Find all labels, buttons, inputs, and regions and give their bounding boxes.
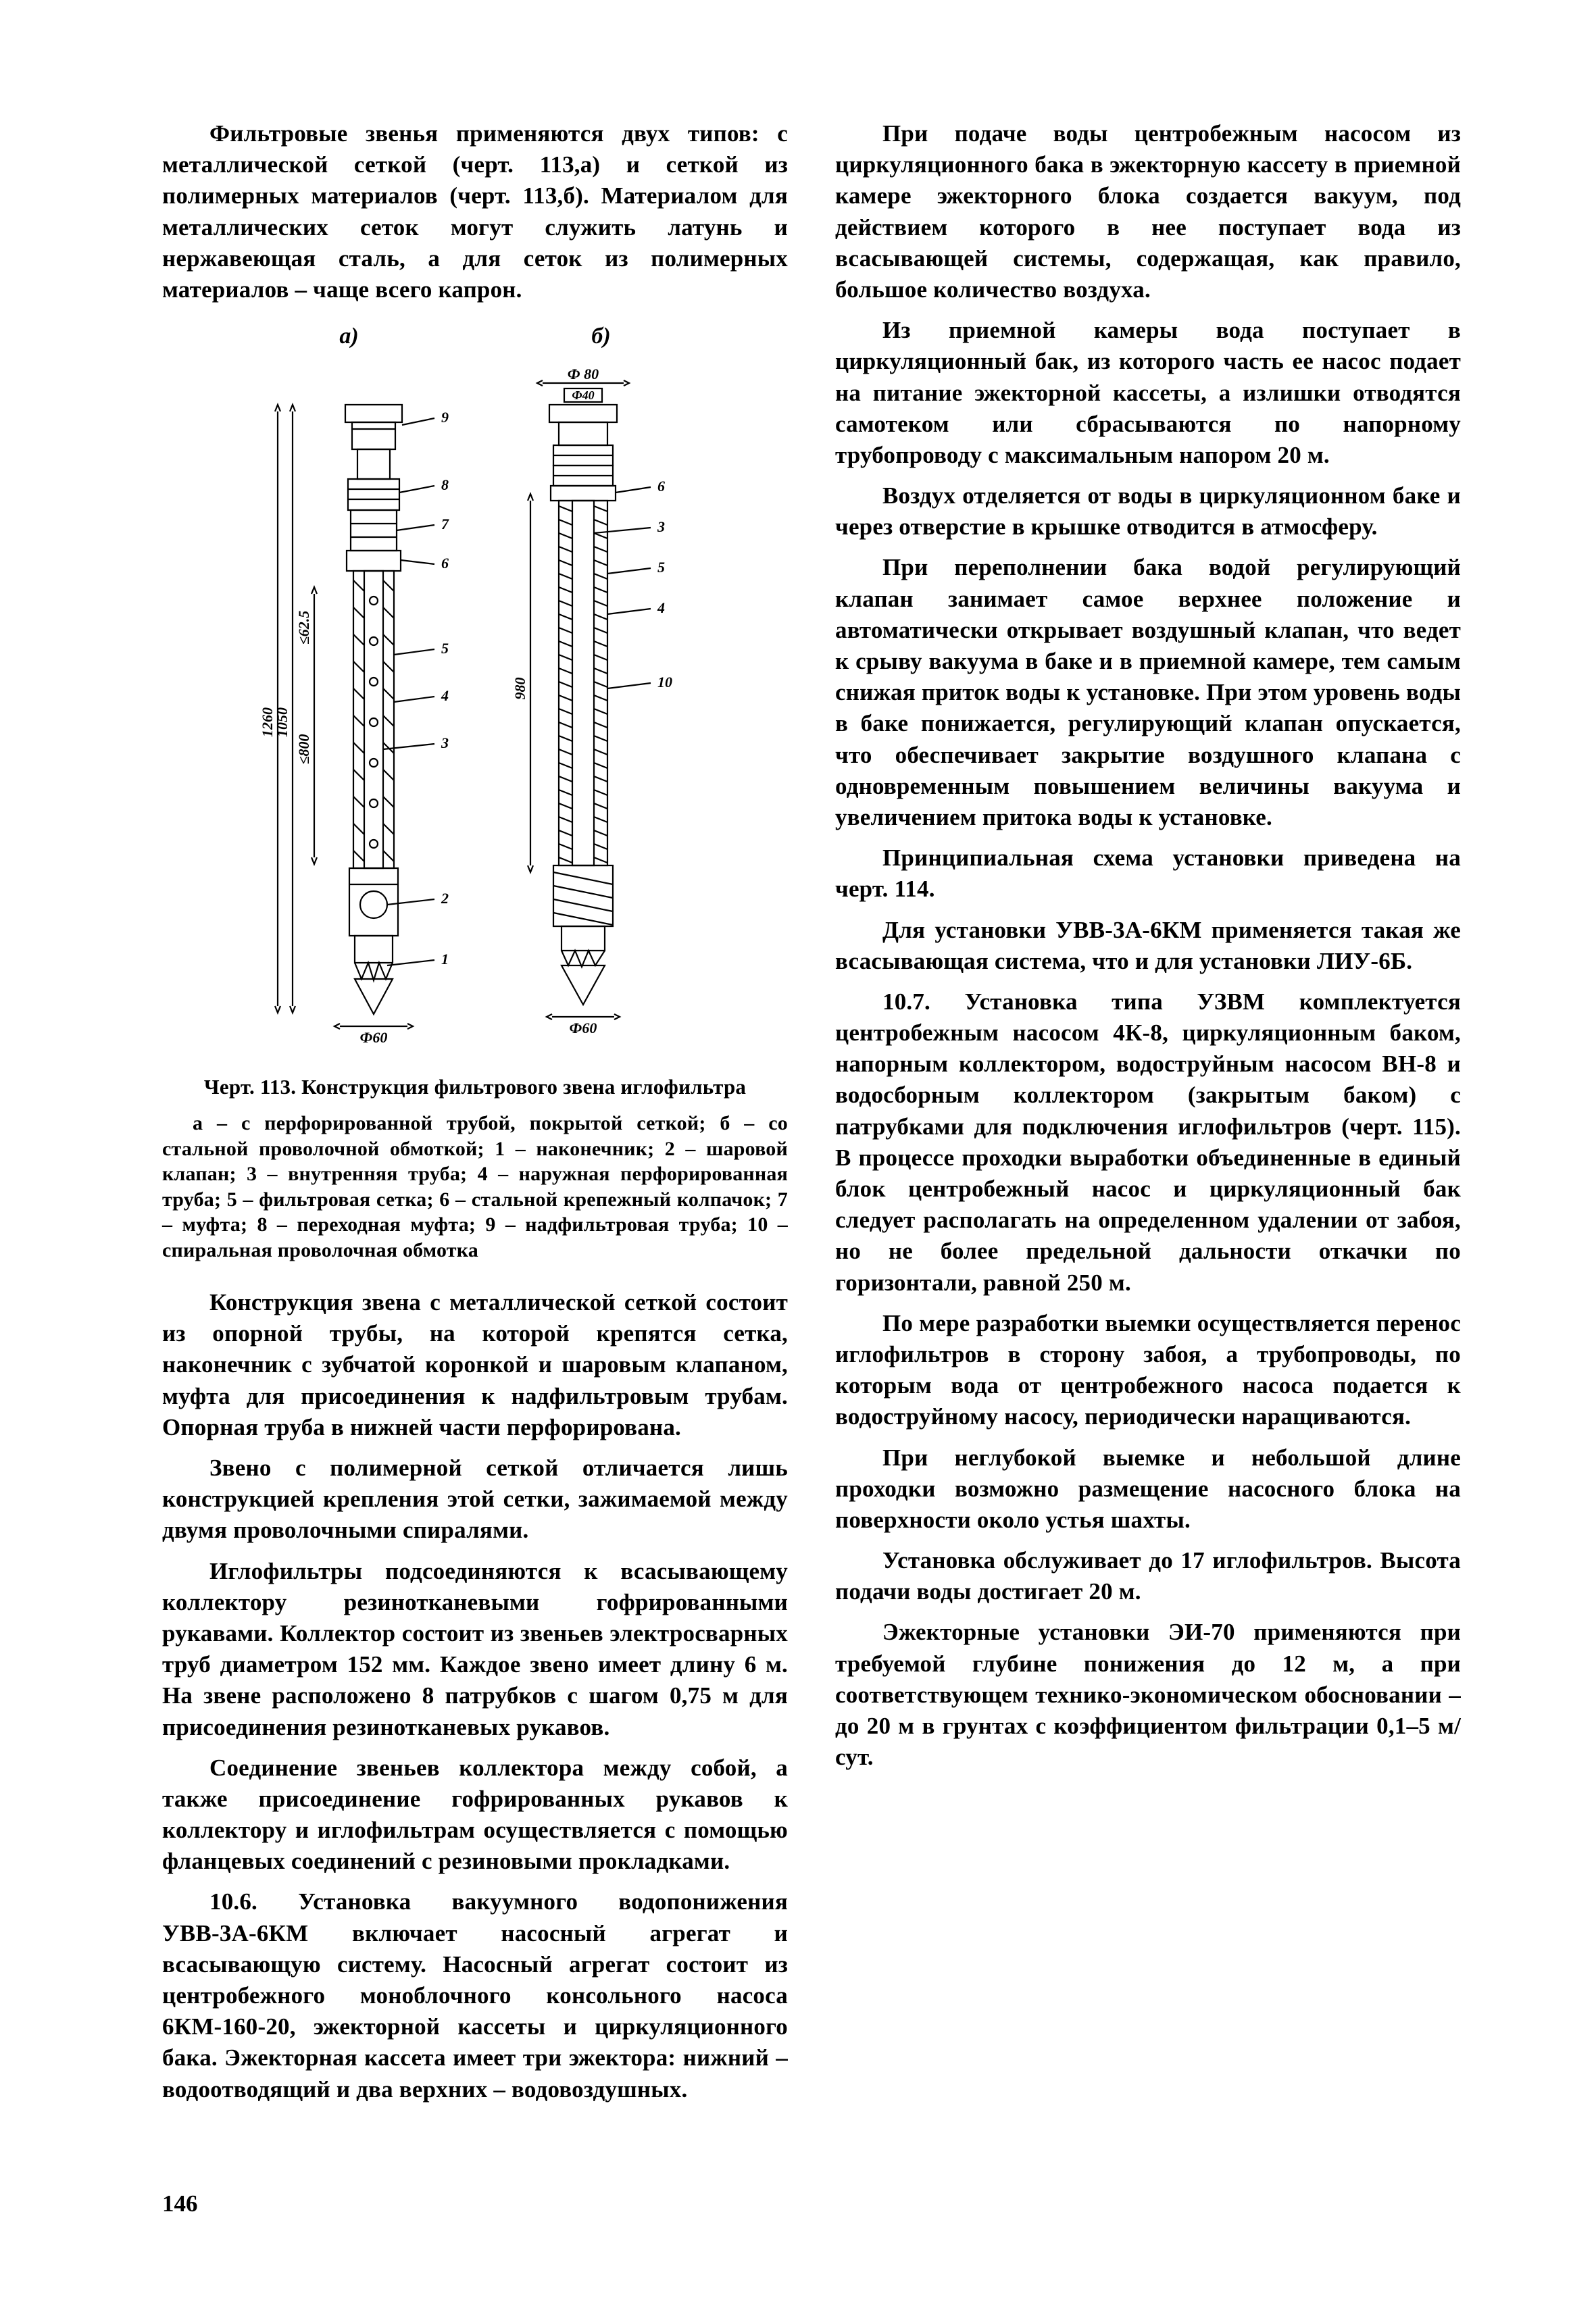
paragraph: Конструкция звена с металлической сеткой… — [162, 1287, 788, 1443]
paragraph: 10.7. Установка типа УЗВМ комплектуется … — [835, 986, 1461, 1299]
paragraph: Звено с полимерной сеткой отличается лиш… — [162, 1453, 788, 1546]
page-number: 146 — [162, 2188, 198, 2219]
svg-text:10: 10 — [657, 674, 672, 690]
figure-subplot-labels: а) б) — [162, 322, 788, 352]
paragraph: При неглубокой выемке и небольшой длине … — [835, 1442, 1461, 1536]
svg-text:4: 4 — [657, 599, 665, 616]
paragraph: Воздух отделяется от воды в циркуляционн… — [835, 480, 1461, 543]
paragraph: Из приемной камеры вода поступает в цирк… — [835, 315, 1461, 471]
svg-text:Ф 80: Ф 80 — [568, 366, 599, 382]
paragraph: При переполнении бака водой регулирующий… — [835, 552, 1461, 833]
svg-text:≤62.5: ≤62.5 — [295, 611, 312, 645]
svg-text:≤800: ≤800 — [295, 734, 312, 764]
svg-text:5: 5 — [657, 559, 665, 576]
figure-label-b: б) — [591, 322, 610, 352]
svg-text:2: 2 — [441, 890, 449, 907]
paragraph: Для установки УВВ-3А-6КМ применяется так… — [835, 915, 1461, 977]
paragraph: 10.6. Установка вакуумного водопонижения… — [162, 1886, 788, 2105]
svg-text:Ф40: Ф40 — [572, 388, 594, 402]
figure-caption-title: Черт. 113. Конструкция фильтрового звена… — [162, 1074, 788, 1101]
svg-text:3: 3 — [657, 518, 665, 535]
figure-drawing: 1260 1050 ≤62.5 ≤800 — [232, 357, 718, 1047]
svg-text:6: 6 — [657, 478, 665, 495]
paragraph: Фильтровые звенья применяются двух типов… — [162, 118, 788, 305]
svg-text:7: 7 — [441, 515, 449, 532]
svg-text:6: 6 — [441, 555, 449, 572]
paragraph: Иглофильтры подсоединяются к всасывающем… — [162, 1556, 788, 1743]
paragraph: Установка обслуживает до 17 иглофильтров… — [835, 1545, 1461, 1607]
page: Фильтровые звенья применяются двух типов… — [0, 0, 1596, 2314]
paragraph: Соединение звеньев коллектора между собо… — [162, 1753, 788, 1878]
svg-text:Ф60: Ф60 — [360, 1029, 388, 1046]
paragraph: При подаче воды центробежным насосом из … — [835, 118, 1461, 305]
svg-text:3: 3 — [441, 734, 449, 751]
paragraph: По мере разработки выемки осуществляется… — [835, 1308, 1461, 1433]
svg-text:8: 8 — [441, 476, 449, 493]
paragraph: Принципиальная схема установки приведена… — [835, 842, 1461, 905]
svg-text:980: 980 — [512, 678, 528, 700]
svg-text:9: 9 — [441, 409, 449, 426]
svg-text:Ф60: Ф60 — [570, 1020, 597, 1036]
paragraph: Эжекторные установки ЭИ-70 применяются п… — [835, 1617, 1461, 1773]
svg-text:5: 5 — [441, 640, 449, 657]
two-column-layout: Фильтровые звенья применяются двух типов… — [162, 118, 1461, 2145]
figure-113: а) б) 1260 — [162, 322, 788, 1263]
figure-label-a: а) — [339, 322, 358, 352]
svg-text:1: 1 — [441, 951, 449, 967]
svg-text:1050: 1050 — [274, 707, 291, 737]
figure-caption-body: а – с перфорированной трубой, покрытой с… — [162, 1111, 788, 1263]
svg-text:4: 4 — [441, 687, 449, 704]
